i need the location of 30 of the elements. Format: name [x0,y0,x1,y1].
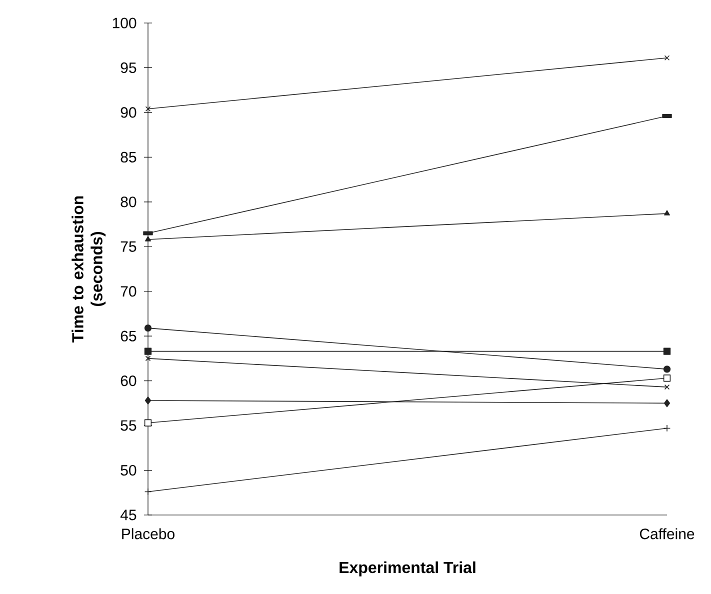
y-tick-label: 60 [120,376,136,386]
y-tick-label: 80 [120,196,136,208]
point [144,396,152,404]
point [144,488,152,496]
point [663,366,671,373]
y-tick-label: 85 [120,152,136,162]
y-tick-label: 75 [120,241,136,252]
point [663,348,671,355]
y-tick-label: 55 [120,420,136,431]
y-tick-label: 65 [120,330,136,342]
point [144,348,152,355]
y-tick-label: 95 [120,62,136,74]
y-tick-label: 90 [120,107,136,118]
y-tick-label: 45 [120,510,136,520]
point [664,55,670,61]
point [145,356,151,362]
y-tick-label: 70 [120,286,136,297]
x-axis-title: Experimental Trial [340,561,476,576]
point [664,384,670,390]
y-tick-label: 50 [120,464,136,476]
x-tick-label: Caffeine [640,528,694,540]
point [144,419,152,426]
point [145,106,151,112]
point [664,399,670,408]
point [663,424,671,432]
point [144,324,152,332]
y-axis-title: Time to exhaustion (seconds) [72,196,106,342]
y-tick-label: 100 [112,18,136,28]
point [663,374,671,382]
x-tick-label: Placebo [122,528,174,540]
